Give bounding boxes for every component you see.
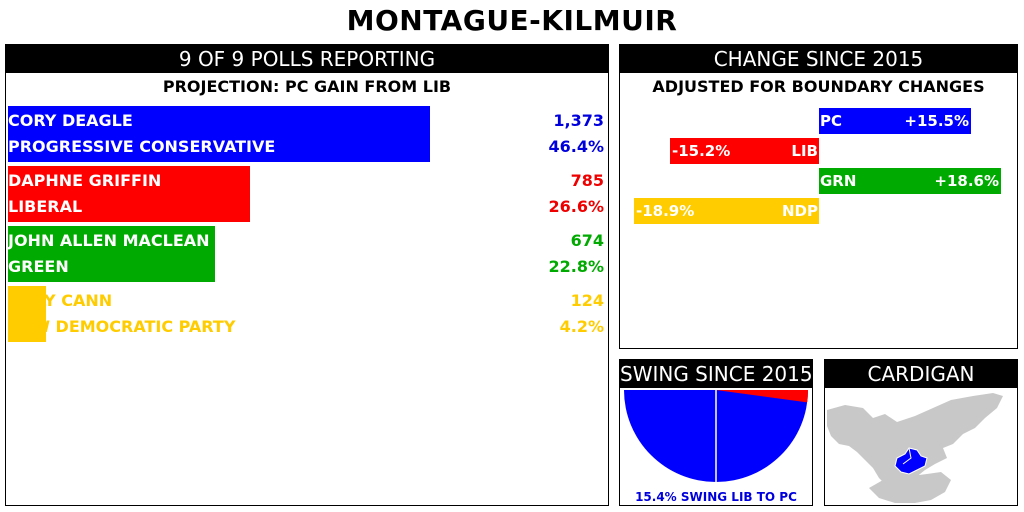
candidate-row: DAPHNE GRIFFIN LIBERAL 785 26.6% (8, 166, 606, 222)
change-row: GRN +18.6% (620, 168, 1017, 194)
projection-label: PROJECTION: PC GAIN FROM LIB (162, 77, 452, 96)
change-value-label: -18.9% (636, 202, 695, 220)
change-row: LIB -15.2% (620, 138, 1017, 164)
candidate-percent: 22.8% (548, 257, 604, 276)
candidate-party: NEW DEMOCRATIC PARTY (8, 317, 236, 336)
candidate-vote-bar (8, 226, 215, 282)
change-value-label: +18.6% (934, 172, 999, 190)
polls-reporting-header: 9 OF 9 POLLS REPORTING (6, 45, 608, 73)
swing-panel: SWING SINCE 2015 15.4% SWING LIB TO PC (619, 359, 813, 506)
candidate-name: JOHN ALLEN MACLEAN (8, 231, 210, 250)
candidate-votes: 674 (570, 231, 604, 250)
swing-gauge (624, 390, 809, 482)
candidate-name: BILLY CANN (8, 291, 113, 310)
candidate-name: CORY DEAGLE (8, 111, 133, 130)
candidate-party: LIBERAL (8, 197, 83, 216)
region-map (827, 393, 1003, 503)
candidate-row: BILLY CANN NEW DEMOCRATIC PARTY 124 4.2% (8, 286, 606, 342)
change-bar (819, 108, 971, 134)
region-panel: CARDIGAN (824, 359, 1018, 506)
candidate-percent: 46.4% (548, 137, 604, 156)
candidate-votes: 785 (570, 171, 604, 190)
district-outline (902, 447, 912, 465)
district-highlight (894, 447, 928, 475)
change-party-label: LIB (791, 142, 818, 160)
change-value-label: +15.5% (904, 112, 969, 130)
change-party-label: GRN (820, 172, 857, 190)
swing-from-segment (716, 390, 809, 403)
candidate-vote-bar (8, 166, 250, 222)
change-row: PC +15.5% (620, 108, 1017, 134)
change-value-label: -15.2% (672, 142, 731, 160)
change-row: NDP -18.9% (620, 198, 1017, 224)
page-title: MONTAGUE-KILMUIR (346, 4, 678, 37)
candidate-percent: 4.2% (559, 317, 604, 336)
island-landmass (827, 393, 1003, 492)
southern-landmass (869, 472, 951, 503)
change-bar (634, 198, 819, 224)
candidate-row: CORY DEAGLE PROGRESSIVE CONSERVATIVE 1,373… (8, 106, 606, 162)
swing-caption: 15.4% SWING LIB TO PC (635, 490, 797, 504)
change-bar (819, 168, 1001, 194)
change-party-label: PC (820, 112, 843, 130)
candidate-votes: 124 (570, 291, 604, 310)
candidate-name: DAPHNE GRIFFIN (8, 171, 162, 190)
results-panel: 9 OF 9 POLLS REPORTING PROJECTION: PC GA… (5, 44, 609, 506)
region-header: CARDIGAN (825, 360, 1017, 388)
change-panel: CHANGE SINCE 2015 ADJUSTED FOR BOUNDARY … (619, 44, 1018, 349)
change-bar (670, 138, 819, 164)
candidate-percent: 26.6% (548, 197, 604, 216)
candidate-party: GREEN (8, 257, 69, 276)
candidate-vote-bar (8, 286, 46, 342)
swing-header: SWING SINCE 2015 (620, 360, 812, 388)
change-subheader: ADJUSTED FOR BOUNDARY CHANGES (652, 77, 985, 96)
change-header: CHANGE SINCE 2015 (620, 45, 1017, 73)
candidate-votes: 1,373 (553, 111, 604, 130)
candidate-vote-bar (8, 106, 430, 162)
candidate-party: PROGRESSIVE CONSERVATIVE (8, 137, 276, 156)
change-party-label: NDP (782, 202, 818, 220)
candidate-row: JOHN ALLEN MACLEAN GREEN 674 22.8% (8, 226, 606, 282)
